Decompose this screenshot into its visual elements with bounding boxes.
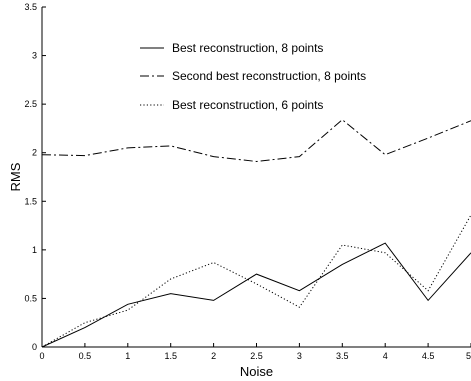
series-line-2	[41, 119, 471, 163]
series-line-1	[41, 242, 471, 348]
x-tick-label: 3	[297, 351, 302, 361]
y-tick-label: 0.5	[24, 293, 37, 303]
y-tick-label: 0	[32, 342, 37, 352]
x-tick-label: 0	[39, 351, 44, 361]
y-tick-label: 3	[32, 51, 37, 61]
axes: 0 0.5 1 1.5 2 2.5 3 3.5 4 4.5 5 0 0.5 1 1.5 2 2.5 3 3.5	[24, 2, 471, 361]
x-tick-label: 4	[383, 351, 388, 361]
legend-label-1: Best reconstruction, 8 points	[172, 41, 323, 55]
x-axis-label: Noise	[240, 364, 273, 379]
x-tick-label: 2	[211, 351, 216, 361]
series-lines	[41, 119, 471, 348]
series-line-3	[41, 214, 471, 348]
y-tick-label: 1.5	[24, 196, 37, 206]
x-tick-label: 5	[466, 351, 471, 361]
legend-label-2: Second best reconstruction, 8 points	[172, 69, 366, 83]
y-tick-label: 1	[32, 245, 37, 255]
y-tick-label: 3.5	[24, 2, 37, 12]
y-tick-label: 2.5	[24, 99, 37, 109]
y-tick-label: 2	[32, 148, 37, 158]
x-tick-label: 0.5	[79, 351, 92, 361]
x-tick-label: 2.5	[250, 351, 263, 361]
y-axis-label: RMS	[8, 162, 23, 191]
legend: Best reconstruction, 8 points Second best…	[140, 41, 366, 112]
x-tick-label: 1	[125, 351, 130, 361]
x-tick-label: 4.5	[422, 351, 435, 361]
legend-label-3: Best reconstruction, 6 points	[172, 98, 323, 112]
x-tick-label: 3.5	[336, 351, 349, 361]
x-tick-label: 1.5	[164, 351, 177, 361]
